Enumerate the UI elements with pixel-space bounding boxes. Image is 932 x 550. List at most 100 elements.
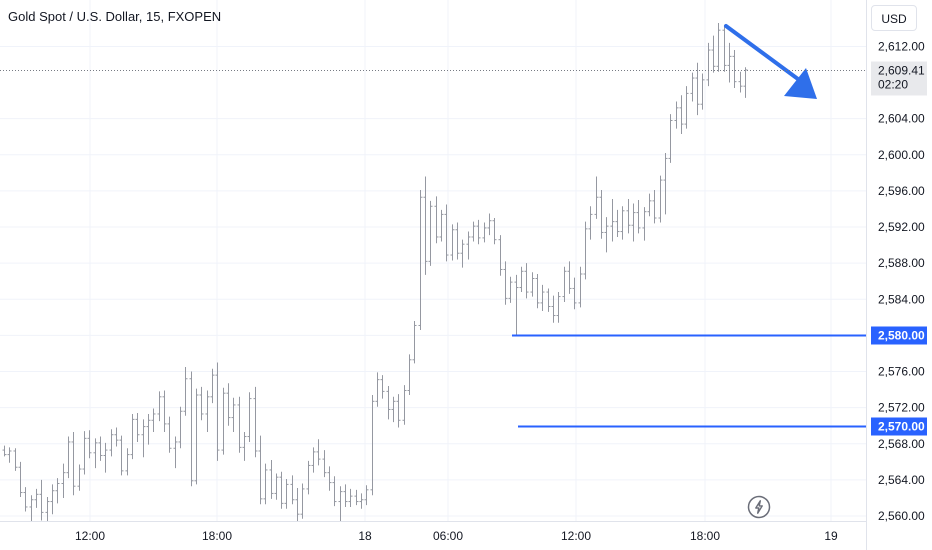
ohlc-bar: [210, 368, 215, 404]
ohlc-bar: [258, 435, 263, 505]
ohlc-bar: [34, 488, 39, 508]
currency-selector[interactable]: USD: [871, 5, 917, 31]
y-tick-label: 2,612.00: [878, 39, 925, 53]
ohlc-bar: [237, 396, 242, 453]
price-bars: [2, 22, 748, 522]
y-tick-label: 2,568.00: [878, 437, 925, 451]
ohlc-bar: [519, 266, 524, 293]
ohlc-bar: [45, 497, 50, 522]
ohlc-bar: [343, 484, 348, 507]
ohlc-bar: [695, 62, 700, 116]
ohlc-bar: [284, 478, 289, 509]
ohlc-bar: [194, 388, 199, 485]
ohlc-bar: [247, 392, 252, 442]
y-tick-label: 2,560.00: [878, 509, 925, 523]
ohlc-bar: [98, 436, 103, 461]
ohlc-bar: [29, 495, 34, 522]
ohlc-bar: [434, 196, 439, 244]
ohlc-bar: [226, 383, 231, 426]
ohlc-bar: [700, 73, 705, 110]
ohlc-bar: [2, 445, 7, 457]
ohlc-bar: [322, 450, 327, 478]
ohlc-bar: [722, 24, 727, 72]
ohlc-bar: [135, 413, 140, 442]
ohlc-bar: [370, 394, 375, 496]
ohlc-bar: [178, 406, 183, 449]
lightning-icon[interactable]: [747, 495, 771, 519]
ohlc-bar: [690, 72, 695, 102]
ohlc-bar: [455, 222, 460, 260]
y-tick-label: 2,604.00: [878, 112, 925, 126]
ohlc-bar: [679, 95, 684, 135]
ohlc-bar: [706, 42, 711, 87]
ohlc-bar: [540, 284, 545, 312]
down-arrow-drawing[interactable]: [724, 24, 817, 99]
ohlc-bar: [732, 50, 737, 88]
ohlc-bar: [444, 204, 449, 262]
ohlc-bar: [530, 272, 535, 297]
ohlc-bar: [311, 447, 316, 473]
ohlc-bar: [300, 483, 305, 519]
ohlc-bar: [61, 463, 66, 498]
ohlc-bar: [146, 413, 151, 445]
level-lines[interactable]: [512, 334, 866, 428]
time-axis[interactable]: 12:00 18:00 18 06:00 12:00 18:00 19: [75, 529, 838, 543]
ohlc-bar: [663, 152, 668, 215]
ohlc-bar: [82, 431, 87, 475]
y-tick-label: 2,600.00: [878, 148, 925, 162]
y-tick-label: 2,572.00: [878, 401, 925, 415]
ohlc-bar: [221, 387, 226, 455]
ohlc-bar: [130, 413, 135, 460]
x-tick-label: 18: [358, 529, 372, 543]
ohlc-bar: [450, 224, 455, 261]
ohlc-bar: [396, 394, 401, 428]
ohlc-bar: [642, 207, 647, 241]
ohlc-bar: [316, 439, 321, 466]
ohlc-bar: [93, 438, 98, 469]
ohlc-bar: [668, 114, 673, 163]
x-tick-label: 12:00: [561, 529, 591, 543]
ohlc-bar: [615, 209, 620, 237]
ohlc-bar: [588, 206, 593, 240]
ohlc-bar: [141, 419, 146, 458]
ohlc-bar: [71, 432, 76, 496]
ohlc-bar: [402, 385, 407, 425]
ohlc-bar: [189, 371, 194, 487]
price-axis[interactable]: 2,560.00 2,564.00 2,568.00 2,572.00 2,576.00…: [878, 39, 925, 523]
ohlc-bar: [125, 448, 130, 476]
ohlc-bar: [482, 222, 487, 243]
ohlc-bar: [364, 485, 369, 506]
ohlc-bar: [535, 273, 540, 309]
ohlc-bar: [114, 427, 119, 447]
ohlc-bar: [604, 217, 609, 253]
level-tag-bg: [871, 326, 927, 345]
ohlc-bar: [87, 430, 92, 459]
ohlc-bar: [658, 175, 663, 223]
x-tick-label: 19: [824, 529, 838, 543]
ohlc-bar: [594, 176, 599, 219]
ohlc-bar: [348, 488, 353, 507]
ohlc-bar: [338, 486, 343, 522]
chart-grid: [0, 0, 866, 521]
y-tick-label: 2,596.00: [878, 184, 925, 198]
x-tick-label: 06:00: [433, 529, 463, 543]
ohlc-bar: [39, 479, 44, 521]
ohlc-bar: [386, 385, 391, 420]
ohlc-bar: [380, 375, 385, 399]
ohlc-bar: [55, 478, 60, 504]
level-tag-label: 2,580.00: [878, 329, 925, 343]
ohlc-bar: [253, 386, 258, 458]
countdown-label: 02:20: [878, 78, 908, 92]
ohlc-bar: [290, 475, 295, 505]
y-tick-label: 2,592.00: [878, 220, 925, 234]
ohlc-bar: [572, 277, 577, 310]
ohlc-bar: [551, 295, 556, 323]
ohlc-bar: [183, 367, 188, 416]
y-tick-label: 2,584.00: [878, 292, 925, 306]
ohlc-bar: [439, 209, 444, 242]
ohlc-bar: [295, 488, 300, 522]
ohlc-bar: [508, 276, 513, 303]
ohlc-bar: [556, 292, 561, 323]
ohlc-bar: [423, 176, 428, 275]
